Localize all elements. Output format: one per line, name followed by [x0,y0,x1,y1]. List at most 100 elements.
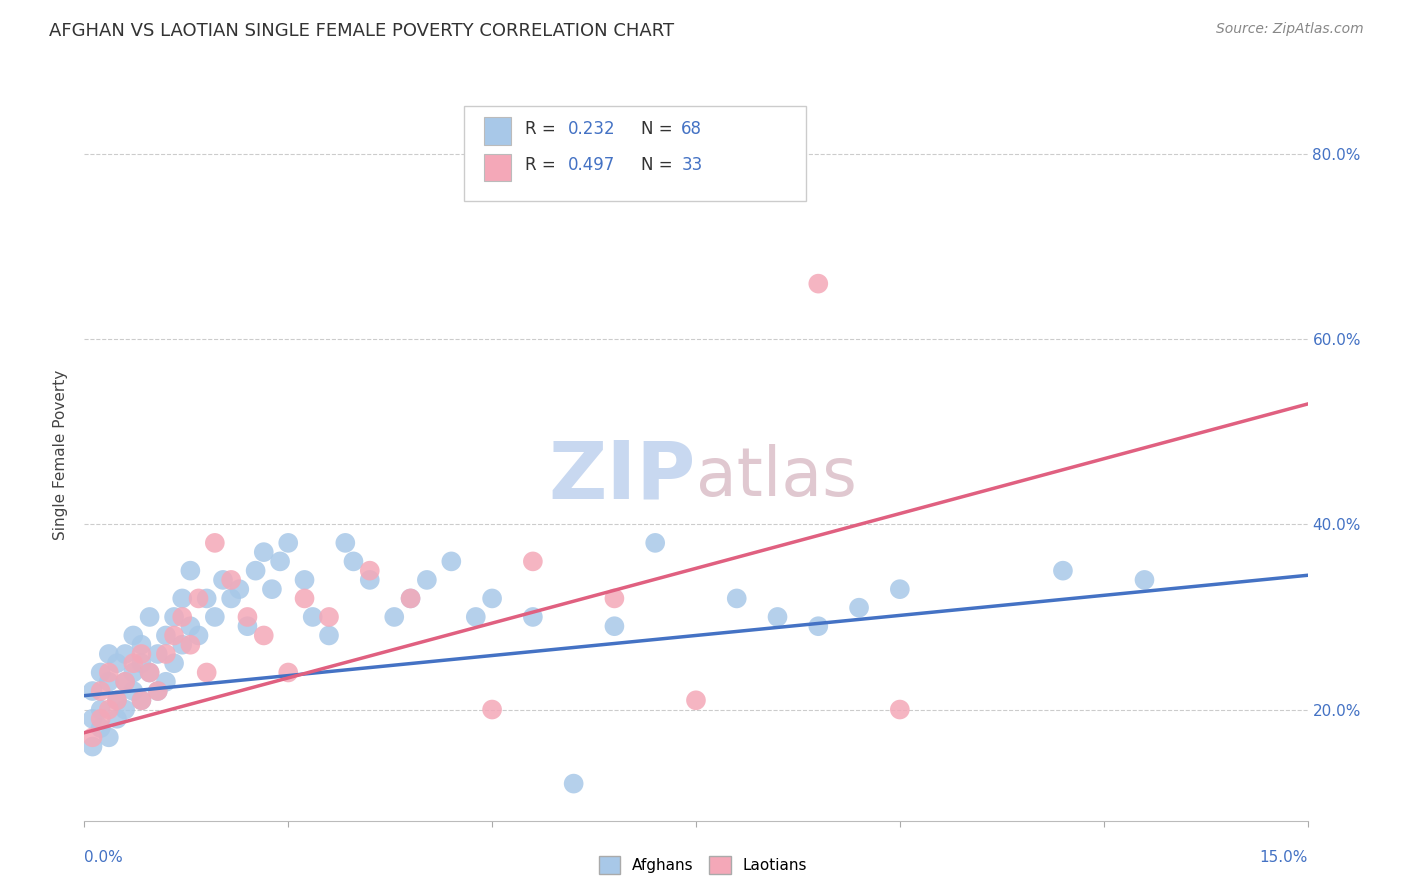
Point [131,657,153,671]
Point [236,619,259,633]
Point [114,647,136,661]
Text: 15.0%: 15.0% [1260,850,1308,865]
Point [269,554,291,568]
Point [253,545,276,559]
Point [294,591,316,606]
Point [114,674,136,689]
Point [318,610,340,624]
Point [155,647,177,661]
Text: 0.497: 0.497 [568,156,614,174]
Point [90,721,112,735]
Point [342,554,364,568]
Point [228,582,250,597]
Text: R =: R = [524,156,561,174]
Point [187,628,209,642]
Point [889,702,911,716]
Point [97,702,120,716]
Point [440,554,463,568]
Point [522,554,544,568]
Point [889,582,911,597]
Point [766,610,789,624]
Point [562,776,585,790]
Point [603,591,626,606]
Point [179,638,201,652]
Point [82,731,104,745]
Point [359,564,381,578]
Point [481,591,503,606]
Point [277,536,299,550]
Point [522,610,544,624]
Point [105,712,128,726]
Point [644,536,666,550]
Point [172,638,194,652]
Point [82,739,104,754]
Text: 33: 33 [682,156,703,174]
Point [97,647,120,661]
Point [122,657,145,671]
Point [163,657,186,671]
Point [318,628,340,642]
Point [685,693,707,707]
FancyBboxPatch shape [484,117,512,145]
Text: N =: N = [641,156,678,174]
Point [253,628,276,642]
Point [146,684,169,698]
Text: N =: N = [641,120,678,137]
Legend: Afghans, Laotians: Afghans, Laotians [592,850,814,880]
Point [172,591,194,606]
Point [301,610,323,624]
Point [481,702,503,716]
Text: AFGHAN VS LAOTIAN SINGLE FEMALE POVERTY CORRELATION CHART: AFGHAN VS LAOTIAN SINGLE FEMALE POVERTY … [49,22,675,40]
Point [163,610,186,624]
Text: 68: 68 [682,120,702,137]
Point [90,712,112,726]
Point [294,573,316,587]
Point [416,573,439,587]
Point [138,610,160,624]
Text: R =: R = [524,120,561,137]
Point [172,610,194,624]
Point [114,674,136,689]
Point [204,536,226,550]
Text: 0.232: 0.232 [568,120,616,137]
Point [219,591,242,606]
Point [90,702,112,716]
Point [464,610,486,624]
Point [97,674,120,689]
Point [155,628,177,642]
Point [212,573,235,587]
Point [399,591,422,606]
Point [138,665,160,680]
Point [187,591,209,606]
Point [131,638,153,652]
Point [105,657,128,671]
Point [399,591,422,606]
Point [138,665,160,680]
Point [131,693,153,707]
Point [163,628,186,642]
Point [807,277,830,291]
Point [122,665,145,680]
Point [131,693,153,707]
Point [725,591,748,606]
Text: Source: ZipAtlas.com: Source: ZipAtlas.com [1216,22,1364,37]
Point [122,628,145,642]
Point [603,619,626,633]
Point [1133,573,1156,587]
Point [146,647,169,661]
Point [146,684,169,698]
Point [219,573,242,587]
Point [195,591,218,606]
Point [1052,564,1074,578]
Text: ZIP: ZIP [548,438,696,516]
Point [97,665,120,680]
Point [114,702,136,716]
Point [105,693,128,707]
Point [131,647,153,661]
Point [807,619,830,633]
Point [105,693,128,707]
FancyBboxPatch shape [484,153,512,181]
Point [82,712,104,726]
Point [179,619,201,633]
Point [245,564,267,578]
